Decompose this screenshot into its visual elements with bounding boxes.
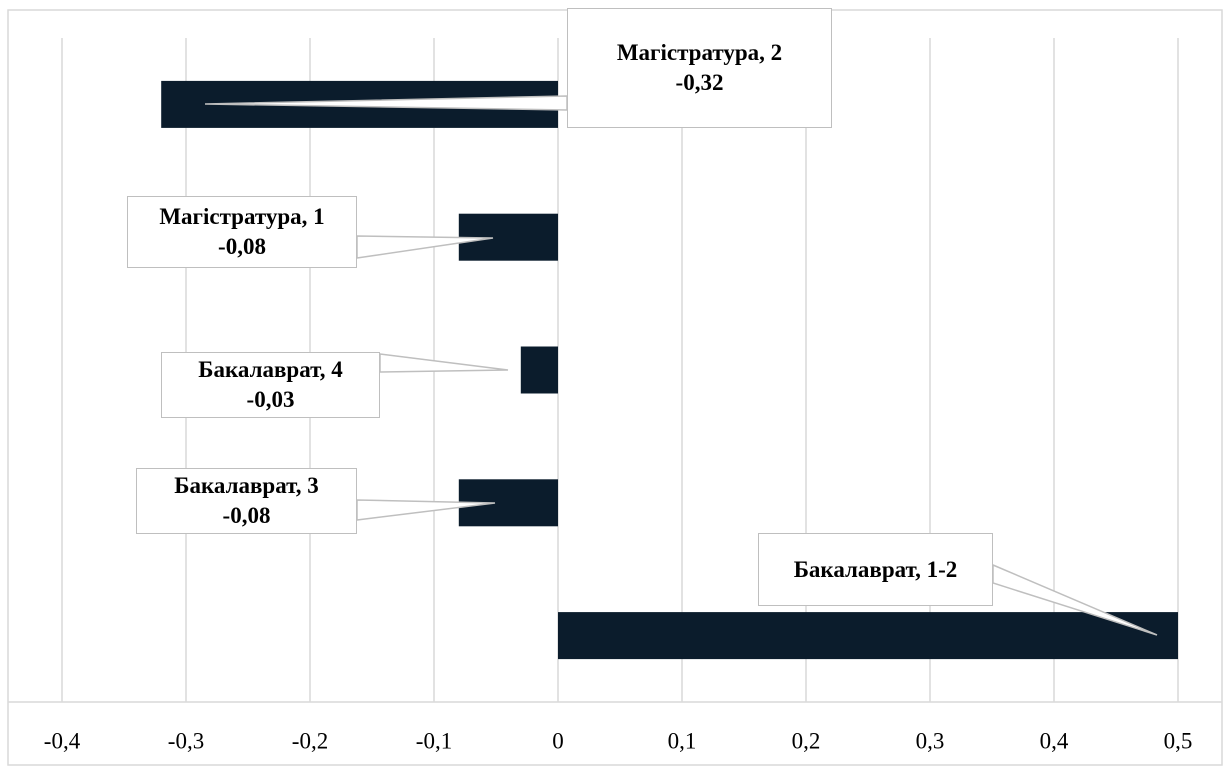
value-label: -0,08 [222,503,271,528]
leader-line [356,235,494,259]
x-tick-label: 0,5 [1164,728,1193,753]
leader-line [379,353,509,373]
value-label: -0,03 [246,387,295,412]
data-label: Магістратура, 2 -0,32 [567,8,832,128]
value-label: -0,08 [218,234,266,259]
x-tick-label: -0,3 [168,728,204,753]
x-tick-label: 0,4 [1040,728,1069,753]
category-label: Магістратура, 1 [159,204,325,229]
leader-line [992,563,1158,636]
bar [558,612,1178,660]
category-label: Магістратура, 2 [616,40,783,65]
bar [520,346,558,394]
value-label: -0,32 [675,70,724,95]
leader-line [356,499,496,521]
x-tick-label: -0,2 [292,728,328,753]
data-label: Бакалаврат, 3 -0,08 [136,468,357,534]
data-label: Бакалаврат, 4 -0,03 [161,352,380,418]
category-label: Бакалаврат, 4 [198,357,343,382]
data-label: Бакалаврат, 1-2 [758,533,993,606]
x-tick-label: 0,2 [792,728,821,753]
x-tick-label: -0,4 [44,728,81,753]
x-tick-label: 0 [552,728,564,753]
x-tick-label: -0,1 [416,728,452,753]
x-tick-label: 0,1 [668,728,697,753]
category-label: Бакалаврат, 3 [174,473,319,498]
category-label: Бакалаврат, 1-2 [793,556,958,582]
x-tick-label: 0,3 [916,728,945,753]
data-label: Магістратура, 1 -0,08 [127,196,357,268]
